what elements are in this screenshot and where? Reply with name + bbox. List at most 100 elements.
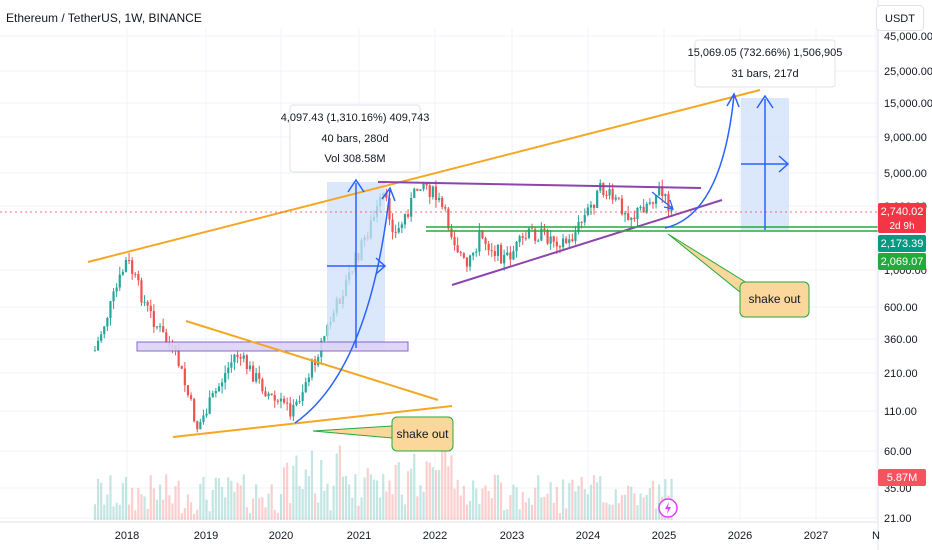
candle-body: [115, 287, 118, 292]
volume-bar: [131, 487, 134, 520]
candle-body: [537, 240, 540, 242]
volume-bar: [608, 504, 611, 520]
time-tick-label: 2023: [500, 530, 524, 542]
measure-1-arrowhead-up: [347, 178, 365, 193]
candle-body: [242, 355, 245, 359]
candle-body: [189, 395, 193, 399]
candle-body: [217, 386, 221, 392]
volume-bar: [137, 488, 140, 520]
wedge-upper-line[interactable]: [185, 320, 439, 401]
candle-body: [177, 349, 180, 366]
volume-bar: [406, 471, 410, 520]
candle-body: [310, 359, 314, 378]
candle-body: [561, 238, 565, 248]
candle-body: [245, 355, 248, 369]
candle-body: [282, 398, 286, 403]
volume-bar: [577, 485, 580, 520]
time-tick-label: 2025: [652, 530, 676, 542]
candle-body: [279, 398, 283, 402]
volume-bar: [267, 493, 270, 520]
volume-bar: [388, 480, 391, 520]
chart-title: Ethereum / TetherUS, 1W, BINANCE: [6, 11, 202, 25]
volume-bar: [134, 510, 137, 520]
callout-shake-out-2025[interactable]: shake out: [667, 233, 810, 318]
candle-body: [428, 185, 431, 198]
arc-1-arrowhead: [381, 186, 396, 202]
volume-bar: [459, 495, 462, 520]
volume-bar: [462, 485, 465, 520]
volume-bar: [400, 494, 403, 520]
volume-bar: [385, 491, 388, 520]
volume-bar: [558, 513, 562, 520]
volume-bar: [357, 505, 360, 520]
volume-bar: [561, 479, 565, 520]
candle-body: [211, 393, 214, 398]
candle-body: [571, 239, 574, 242]
triangle-upper-line[interactable]: [377, 181, 702, 189]
candle-body: [546, 230, 549, 244]
volume-bar: [589, 484, 593, 520]
callout-1-text: shake out: [396, 427, 449, 441]
volume-bar: [143, 496, 146, 520]
candle-body: [583, 215, 586, 223]
candle-body: [481, 230, 484, 239]
candle-body: [592, 204, 596, 208]
measure-2-arrowhead-right: [778, 155, 790, 173]
wedge-lower-line[interactable]: [172, 405, 453, 438]
candle-body: [400, 224, 403, 229]
candle-body: [388, 197, 391, 220]
candle-body: [289, 403, 292, 417]
candle-body: [506, 252, 509, 255]
candle-body: [614, 197, 617, 200]
candle-body: [134, 273, 137, 275]
lightning-icon[interactable]: [658, 498, 678, 518]
candle-body: [509, 252, 512, 260]
volume-bar: [422, 491, 425, 520]
volume-bar: [155, 499, 159, 520]
volume-bar: [503, 510, 506, 520]
volume-bar: [546, 493, 549, 520]
candle-body: [106, 317, 109, 327]
price-tick-label: 600.00: [884, 302, 918, 314]
volume-bar: [255, 484, 258, 520]
candle-body: [230, 362, 233, 368]
candle-body: [589, 204, 593, 208]
volume-bar: [239, 485, 242, 520]
candle-body: [137, 274, 140, 281]
candle-body: [165, 332, 168, 343]
candle-body: [478, 230, 481, 252]
candle-body: [437, 198, 441, 201]
volume-bar: [617, 503, 620, 520]
price-label-countdown: 2d 9h: [889, 221, 914, 232]
upper-channel-line[interactable]: [87, 89, 761, 263]
volume-bar: [326, 483, 329, 520]
volume-bar: [292, 465, 295, 520]
volume-bar: [103, 504, 106, 520]
price-tick-label: 360.00: [884, 334, 918, 346]
candle-body: [208, 397, 211, 414]
price-axis[interactable]: 45,000.00 25,000.00 15,000.00 9,000.00 5,000…: [877, 0, 932, 550]
candle-body: [124, 259, 128, 272]
accumulation-zone[interactable]: [136, 341, 409, 352]
recent-trend-arrow: [651, 191, 673, 209]
volume-bar: [540, 497, 543, 520]
candle-body: [180, 365, 183, 369]
volume-bar: [93, 504, 97, 520]
candle-body: [397, 228, 400, 233]
price-label-value: 2,173.39: [881, 238, 924, 250]
triangle-lower-line[interactable]: [451, 199, 723, 286]
candle-body: [475, 251, 478, 253]
volume-bar: [196, 509, 199, 520]
callout-shake-out-2020[interactable]: shake out: [312, 416, 454, 452]
time-tick-label: 2027: [804, 530, 828, 542]
candle-body: [441, 198, 444, 208]
volume-bar: [620, 494, 624, 520]
candle-body: [605, 194, 608, 196]
volume-bar: [276, 512, 279, 520]
time-axis[interactable]: 2018 2019 2020 2021 2022 2023 2024 2025 2026 2027…: [0, 521, 880, 542]
currency-button[interactable]: USDT: [876, 5, 924, 31]
candle-body: [664, 194, 667, 196]
candle-body: [633, 217, 636, 220]
projection-arc-2[interactable]: [664, 94, 735, 229]
